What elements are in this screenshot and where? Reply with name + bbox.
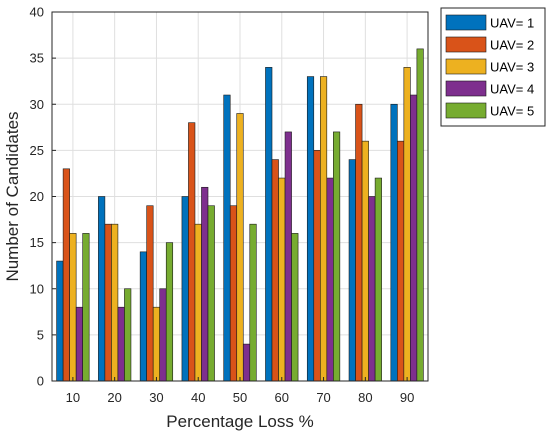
bar bbox=[146, 205, 154, 382]
legend-label: UAV= 3 bbox=[490, 60, 534, 75]
x-tick-label: 30 bbox=[149, 390, 163, 405]
bar bbox=[242, 343, 251, 382]
x-tick-label: 20 bbox=[107, 390, 121, 405]
bar bbox=[355, 103, 363, 382]
bar bbox=[319, 76, 328, 382]
x-tick-label: 40 bbox=[191, 390, 205, 405]
bar bbox=[98, 196, 106, 382]
bar bbox=[390, 103, 398, 382]
legend-swatch bbox=[445, 36, 487, 53]
bar bbox=[117, 306, 125, 382]
bar bbox=[56, 260, 64, 382]
x-tick-label: 70 bbox=[316, 390, 330, 405]
y-tick-label: 20 bbox=[30, 189, 44, 204]
bar bbox=[271, 159, 279, 382]
bars bbox=[56, 48, 424, 382]
legend-swatch bbox=[445, 102, 487, 119]
bar bbox=[278, 177, 286, 382]
legend-label: UAV= 1 bbox=[490, 16, 534, 31]
bar bbox=[333, 131, 341, 382]
bar bbox=[236, 113, 244, 382]
bar bbox=[374, 177, 382, 382]
y-tick-label: 0 bbox=[37, 374, 44, 389]
axis-ticks: 0 5 10 15 20 25 30 35 40 10 20 30 40 50 60 70 80 90 bbox=[30, 5, 415, 406]
bar bbox=[124, 288, 132, 382]
bar bbox=[111, 223, 119, 382]
bar bbox=[229, 205, 238, 382]
y-tick-label: 30 bbox=[30, 97, 44, 112]
y-tick-label: 10 bbox=[30, 281, 44, 296]
bar bbox=[291, 233, 299, 382]
bar bbox=[361, 140, 369, 382]
bar bbox=[165, 242, 174, 382]
bar bbox=[139, 251, 147, 382]
bar bbox=[326, 177, 334, 382]
y-tick-label: 15 bbox=[30, 235, 44, 250]
bar bbox=[152, 306, 161, 382]
y-axis-label: Number of Candidates bbox=[3, 111, 22, 281]
bar bbox=[82, 233, 90, 382]
legend-label: UAV= 4 bbox=[490, 82, 534, 97]
bar bbox=[75, 306, 83, 382]
x-tick-label: 50 bbox=[233, 390, 247, 405]
bar bbox=[403, 67, 411, 382]
bar bbox=[104, 223, 112, 382]
bar bbox=[313, 150, 321, 382]
x-tick-label: 10 bbox=[66, 390, 80, 405]
bar bbox=[159, 288, 167, 382]
bar bbox=[284, 131, 292, 382]
bar bbox=[348, 159, 356, 382]
y-tick-label: 35 bbox=[30, 51, 44, 66]
bar bbox=[69, 233, 77, 382]
bar bbox=[207, 205, 215, 382]
bar bbox=[265, 67, 273, 382]
x-axis-label: Percentage Loss % bbox=[166, 412, 313, 431]
bar bbox=[188, 122, 196, 382]
bar bbox=[201, 186, 209, 382]
y-tick-label: 25 bbox=[30, 143, 44, 158]
x-tick-label: 90 bbox=[400, 390, 414, 405]
legend-label: UAV= 5 bbox=[490, 104, 534, 119]
legend: UAV= 1 UAV= 2 UAV= 3 UAV= 4 UAV= 5 bbox=[440, 7, 546, 127]
y-tick-label: 5 bbox=[37, 327, 44, 342]
x-tick-label: 60 bbox=[275, 390, 289, 405]
y-tick-label: 40 bbox=[30, 5, 44, 20]
bar bbox=[397, 140, 405, 382]
bar bbox=[223, 94, 231, 382]
bar bbox=[194, 223, 202, 382]
bar bbox=[249, 223, 257, 382]
bar bbox=[306, 76, 315, 382]
legend-swatch bbox=[445, 80, 487, 97]
bar bbox=[410, 94, 418, 382]
bar bbox=[368, 196, 376, 382]
bar bbox=[181, 196, 189, 382]
legend-swatch bbox=[445, 58, 487, 75]
x-tick-label: 80 bbox=[358, 390, 372, 405]
bar bbox=[416, 48, 424, 382]
legend-label: UAV= 2 bbox=[490, 38, 534, 53]
legend-swatch bbox=[445, 14, 487, 31]
bar bbox=[62, 168, 70, 382]
